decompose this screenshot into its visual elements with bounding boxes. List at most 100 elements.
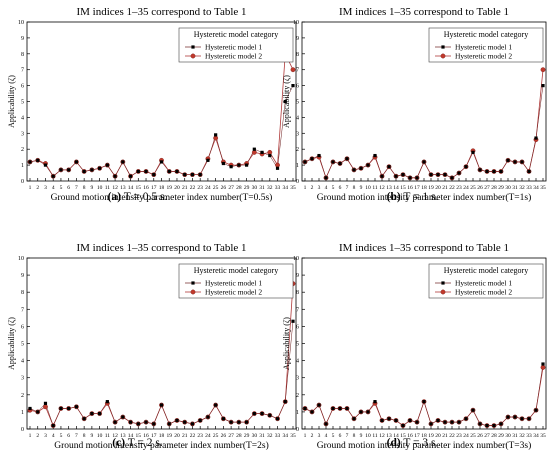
x-tick-label: 12	[379, 433, 385, 439]
x-tick-label: 26	[221, 185, 227, 191]
x-tick-label: 11	[372, 185, 378, 191]
x-tick-label: 2	[311, 433, 314, 439]
y-tick-label: 3	[296, 376, 299, 382]
x-tick-label: 1	[29, 185, 32, 191]
y-tick-label: 6	[296, 84, 299, 90]
point-model-1	[492, 423, 496, 428]
y-tick-label: 9	[21, 273, 24, 279]
x-tick-label: 35	[290, 185, 296, 191]
point-model-1	[422, 160, 426, 164]
point-model-1	[506, 415, 510, 419]
x-tick-label: 9	[91, 433, 94, 439]
point-model-1	[198, 418, 202, 423]
x-tick-label: 26	[477, 185, 483, 191]
point-model-1	[478, 422, 482, 426]
x-tick-label: 11	[372, 433, 378, 439]
x-tick-label: 27	[228, 185, 234, 191]
point-model-1	[183, 420, 187, 424]
x-tick-label: 34	[533, 433, 539, 439]
legend-marker-model-2	[190, 53, 196, 59]
x-tick-label: 23	[456, 433, 462, 439]
point-model-1	[159, 403, 164, 407]
x-tick-label: 4	[52, 433, 55, 439]
series-line-2	[29, 52, 294, 177]
x-tick-label: 14	[393, 185, 399, 191]
x-tick-label: 18	[421, 433, 427, 439]
point-model-1	[128, 174, 133, 178]
point-model-1	[499, 169, 503, 174]
point-model-1	[67, 168, 71, 172]
point-model-1	[252, 147, 256, 151]
y-tick-label: 8	[296, 290, 299, 296]
legend-marker-model-2	[440, 53, 446, 59]
chart-panel-4: IM indices 1–35 correspond to Table 1012…	[282, 242, 547, 451]
point-model-1	[457, 420, 461, 424]
point-model-1	[352, 168, 356, 172]
x-tick-label: 14	[393, 433, 399, 439]
point-model-1	[338, 161, 342, 166]
point-model-1	[244, 420, 249, 424]
x-tick-label: 6	[67, 185, 70, 191]
point-model-1	[291, 84, 295, 88]
point-model-1	[506, 158, 510, 162]
point-model-1	[283, 400, 287, 404]
point-model-1	[380, 174, 384, 178]
x-tick-label: 18	[159, 433, 165, 439]
y-tick-label: 2	[21, 393, 24, 399]
y-tick-label: 1	[296, 410, 299, 416]
caption-d: (d) T = 3 s.	[275, 437, 550, 449]
point-model-1	[214, 403, 218, 407]
point-model-1	[105, 400, 109, 404]
y-axis-label: Applicability (ζ)	[7, 317, 16, 370]
x-tick-label: 2	[311, 185, 314, 191]
x-tick-label: 19	[428, 185, 434, 191]
point-model-1	[268, 413, 272, 417]
x-tick-label: 3	[318, 433, 321, 439]
x-tick-label: 15	[136, 433, 142, 439]
x-tick-label: 13	[120, 185, 126, 191]
point-model-1	[90, 168, 94, 172]
point-model-1	[541, 362, 545, 366]
x-tick-label: 34	[283, 433, 289, 439]
x-tick-label: 1	[29, 433, 32, 439]
x-tick-label: 35	[540, 185, 546, 191]
y-tick-label: 0	[21, 427, 24, 433]
y-tick-label: 2	[296, 147, 299, 153]
point-model-2	[275, 162, 280, 168]
point-model-1	[175, 418, 179, 423]
x-tick-label: 3	[318, 185, 321, 191]
x-tick-label: 18	[159, 185, 165, 191]
point-model-1	[429, 422, 433, 426]
point-model-1	[436, 418, 440, 423]
point-model-1	[520, 417, 524, 421]
point-model-1	[198, 173, 202, 177]
caption-c-letter: (c)	[112, 437, 126, 449]
x-tick-label: 18	[421, 185, 427, 191]
x-tick-label: 6	[67, 433, 70, 439]
point-model-1	[366, 410, 370, 414]
point-model-1	[499, 422, 503, 426]
y-tick-label: 10	[18, 20, 24, 26]
y-tick-label: 7	[296, 68, 299, 74]
chart-panel-2: IM indices 1–35 correspond to Table 1012…	[282, 6, 547, 203]
x-tick-label: 8	[353, 433, 356, 439]
y-tick-label: 6	[21, 84, 24, 90]
y-tick-label: 4	[21, 359, 24, 365]
point-model-1	[206, 415, 210, 419]
point-model-1	[51, 423, 55, 428]
x-tick-label: 32	[267, 185, 273, 191]
point-model-1	[36, 158, 40, 162]
point-model-1	[105, 163, 109, 167]
x-tick-label: 5	[60, 185, 63, 191]
point-model-1	[28, 160, 32, 164]
point-model-1	[121, 415, 125, 419]
x-tick-label: 26	[221, 433, 227, 439]
x-tick-label: 12	[379, 185, 385, 191]
x-tick-label: 5	[60, 433, 63, 439]
point-model-1	[59, 168, 63, 172]
x-tick-label: 4	[52, 185, 55, 191]
point-model-1	[229, 420, 233, 424]
point-model-1	[121, 160, 125, 164]
legend-label-model-1: Hysteretic model 1	[455, 43, 512, 52]
caption-b-letter: (b)	[386, 191, 401, 203]
